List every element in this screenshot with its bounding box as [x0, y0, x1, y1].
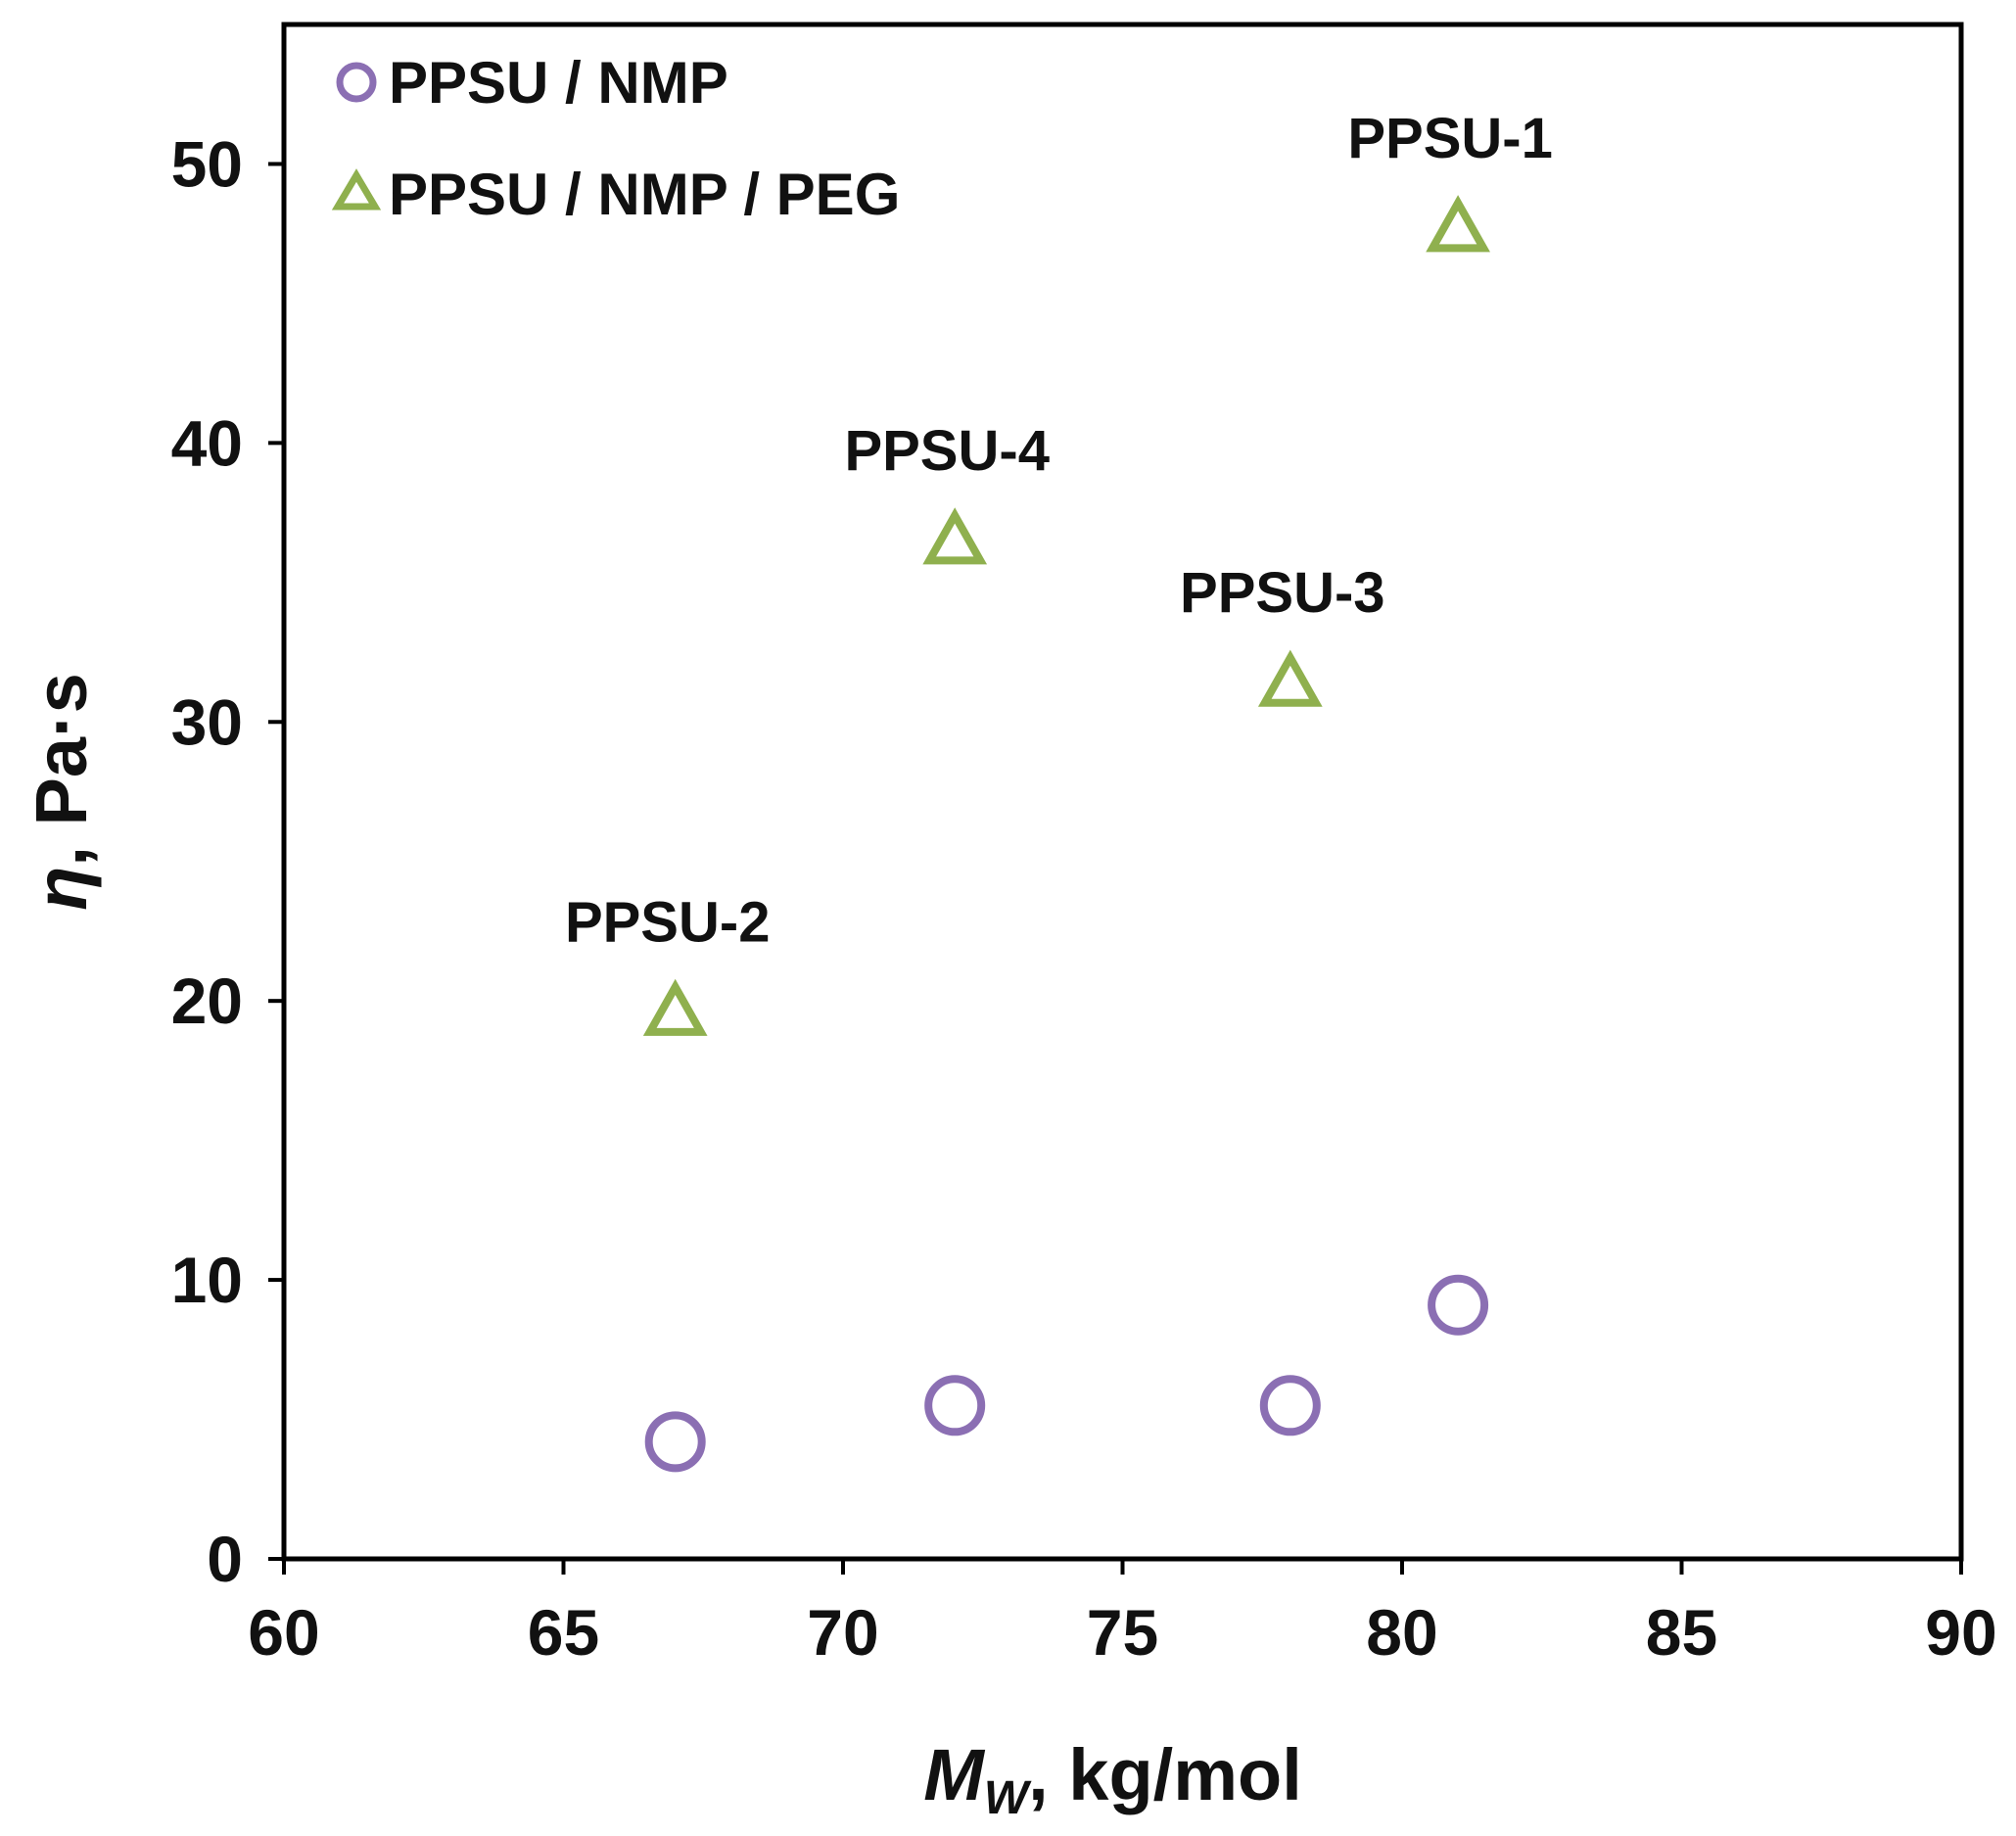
- circle-marker: [1428, 1274, 1489, 1336]
- y-tick-label: 10: [171, 1244, 243, 1316]
- triangle-marker: [1426, 195, 1490, 253]
- x-tick-label: 65: [528, 1596, 599, 1669]
- circle-marker: [644, 1411, 706, 1473]
- legend: PPSU / NMP PPSU / NMP / PEG: [331, 50, 900, 227]
- point-label: PPSU-2: [565, 890, 771, 954]
- data-points: [642, 195, 1490, 1473]
- legend-triangle-icon: [331, 168, 382, 211]
- y-axis-title: η, Pa·s: [21, 673, 102, 911]
- y-tick-label: 40: [171, 406, 243, 479]
- y-tick-label: 20: [171, 965, 243, 1037]
- triangle-marker: [1257, 649, 1323, 707]
- y-tick-label: 50: [171, 127, 243, 200]
- axes: [281, 22, 1964, 1562]
- y-tick-label: 0: [207, 1523, 243, 1595]
- point-label: PPSU-1: [1347, 107, 1553, 170]
- point-labels: PPSU-2 PPSU-4 PPSU-3 PPSU-1: [565, 107, 1553, 955]
- ticks: 60 65 70 75 80 85 90 0 10 20 30 40 50: [171, 127, 1997, 1669]
- x-tick-label: 85: [1646, 1596, 1717, 1669]
- legend-label: PPSU / NMP / PEG: [389, 162, 900, 227]
- x-tick-label: 60: [248, 1596, 319, 1669]
- legend-label: PPSU / NMP: [389, 50, 728, 116]
- circle-marker: [924, 1375, 986, 1436]
- x-tick-label: 90: [1925, 1596, 1996, 1669]
- x-tick-label: 70: [807, 1596, 878, 1669]
- axis-titles: MW, kg/mol η, Pa·s: [21, 673, 1302, 1824]
- point-label: PPSU-3: [1180, 561, 1385, 625]
- x-tick-label: 80: [1366, 1596, 1437, 1669]
- circle-marker: [1259, 1375, 1321, 1436]
- triangle-marker: [922, 507, 988, 565]
- point-label: PPSU-4: [844, 419, 1050, 483]
- x-axis-title: MW, kg/mol: [923, 1734, 1302, 1824]
- triangle-marker: [642, 978, 708, 1036]
- x-tick-label: 75: [1087, 1596, 1158, 1669]
- y-tick-label: 30: [171, 685, 243, 758]
- plot-frame: [281, 22, 1964, 1562]
- legend-circle-icon: [336, 62, 377, 103]
